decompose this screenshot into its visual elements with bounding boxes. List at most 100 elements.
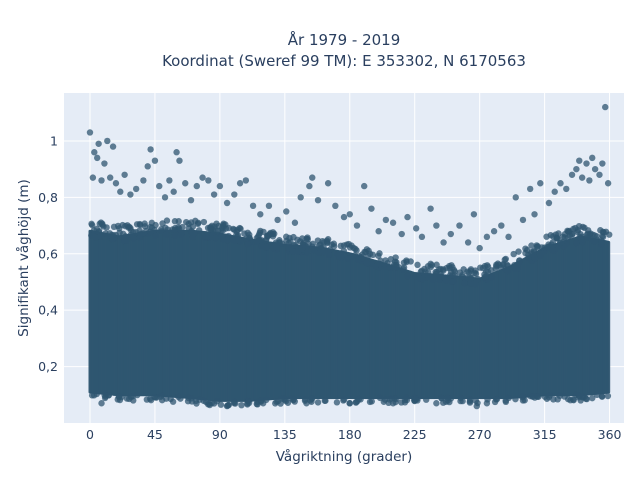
scatter-point [238, 402, 244, 408]
scatter-point [546, 200, 552, 206]
scatter-point [531, 211, 537, 217]
scatter-point [472, 281, 478, 287]
scatter-point [553, 235, 559, 241]
scatter-point [104, 138, 110, 144]
scatter-point [598, 240, 604, 246]
scatter-point [534, 393, 540, 399]
scatter-point [467, 398, 473, 404]
scatter-point [503, 399, 509, 405]
scatter-point [565, 229, 571, 235]
scatter-point [528, 251, 534, 257]
x-tick-label: 270 [468, 427, 492, 442]
scatter-point [586, 177, 592, 183]
scatter-point [543, 233, 549, 239]
scatter-point [474, 403, 480, 409]
scatter-point [477, 264, 483, 270]
scatter-point [439, 395, 445, 401]
scatter-point [458, 395, 464, 401]
scatter-point [211, 191, 217, 197]
scatter-point [512, 396, 518, 402]
scatter-point [325, 249, 331, 255]
scatter-point [244, 400, 250, 406]
scatter-point [119, 222, 125, 228]
scatter-point [340, 397, 346, 403]
scatter-point [220, 236, 226, 242]
scatter-point [404, 397, 410, 403]
scatter-point [440, 239, 446, 245]
scatter-point [558, 239, 564, 245]
scatter-point [341, 214, 347, 220]
scatter-point [273, 241, 279, 247]
scatter-point [243, 235, 249, 241]
scatter-point [500, 262, 506, 268]
scatter-point [163, 231, 169, 237]
scatter-point [110, 143, 116, 149]
scatter-point [354, 222, 360, 228]
scatter-point [231, 191, 237, 197]
x-tick-label: 0 [86, 427, 94, 442]
scatter-point [283, 398, 289, 404]
scatter-point [274, 217, 280, 223]
scatter-point [476, 245, 482, 251]
scatter-point [128, 231, 134, 237]
scatter-point [257, 229, 263, 235]
scatter-point [456, 222, 462, 228]
scatter-point [196, 397, 202, 403]
scatter-point [589, 155, 595, 161]
scatter-point [117, 189, 123, 195]
scatter-point [304, 234, 310, 240]
scatter-point [201, 219, 207, 225]
scatter-point [560, 234, 566, 240]
scatter-point [606, 231, 612, 237]
scatter-point [176, 157, 182, 163]
x-tick-label: 360 [598, 427, 622, 442]
scatter-point [152, 157, 158, 163]
scatter-point [172, 218, 178, 224]
scatter-point [465, 239, 471, 245]
scatter-point [151, 394, 157, 400]
x-axis-title: Vågriktning (grader) [276, 448, 413, 465]
scatter-point [88, 221, 94, 227]
scatter-point [260, 400, 266, 406]
scatter-point [578, 397, 584, 403]
scatter-point [423, 397, 429, 403]
scatter-point [306, 183, 312, 189]
scatter-point [391, 261, 397, 267]
scatter-point [563, 186, 569, 192]
scatter-point [270, 231, 276, 237]
scatter-point [203, 233, 209, 239]
scatter-point [361, 183, 367, 189]
scatter-point [99, 220, 105, 226]
scatter-point [263, 237, 269, 243]
scatter-point [111, 224, 117, 230]
scatter-point [166, 177, 172, 183]
scatter-point [332, 203, 338, 209]
scatter-point [366, 248, 372, 254]
scatter-point [283, 208, 289, 214]
scatter-point [186, 225, 192, 231]
scatter-point [156, 183, 162, 189]
y-tick-label: 0,2 [38, 359, 58, 374]
scatter-point [433, 400, 439, 406]
scatter-point [245, 241, 251, 247]
scatter-point [205, 401, 211, 407]
scatter-points-dense [88, 217, 612, 408]
scatter-point [273, 399, 279, 405]
scatter-point [195, 220, 201, 226]
y-tick-label: 1 [50, 133, 58, 148]
scatter-point [505, 234, 511, 240]
scatter-point [144, 396, 150, 402]
scatter-point [527, 186, 533, 192]
scatter-point [140, 230, 146, 236]
scatter-point [199, 174, 205, 180]
scatter-point [133, 186, 139, 192]
scatter-point [427, 205, 433, 211]
scatter-point [592, 166, 598, 172]
scatter-chart: År 1979 - 2019 Koordinat (Sweref 99 TM):… [0, 0, 640, 480]
scatter-point [298, 194, 304, 200]
scatter-point [287, 238, 293, 244]
scatter-point [493, 262, 499, 268]
scatter-point [347, 211, 353, 217]
y-axis-title: Signifikant våghöjd (m) [15, 179, 32, 337]
scatter-point [188, 197, 194, 203]
